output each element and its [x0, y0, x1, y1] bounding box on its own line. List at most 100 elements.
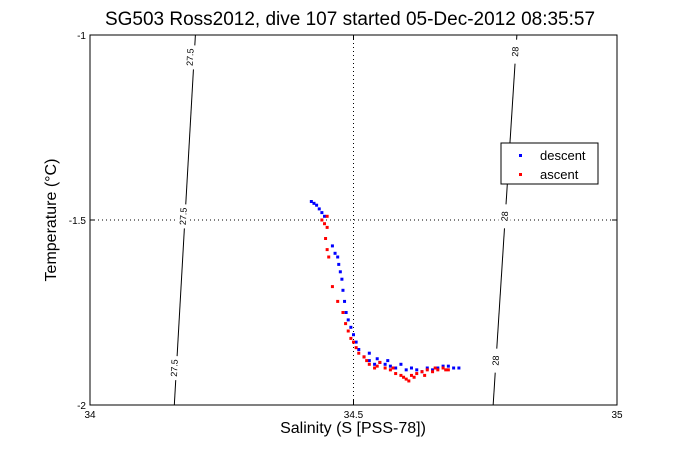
point-ascent: [399, 373, 403, 377]
axis-ticks: 34 34.5 35 -1 -1.5 -2: [69, 31, 623, 421]
point-descent: [333, 251, 337, 255]
density-contours: 27.5 27.5 27.5 28 28 28: [167, 34, 523, 406]
point-descent: [404, 368, 408, 372]
point-ascent: [394, 372, 398, 376]
point-ascent: [441, 366, 445, 370]
point-ascent: [325, 214, 329, 218]
y-axis-label: Temperature (°C): [43, 159, 60, 282]
contour-label-bg: [489, 348, 503, 373]
point-ascent: [362, 355, 366, 359]
point-descent: [357, 348, 361, 351]
point-ascent: [436, 368, 440, 372]
point-ascent: [330, 285, 334, 289]
point-ascent: [415, 372, 419, 376]
point-ascent: [373, 366, 377, 370]
x-tick-label: 34.5: [344, 410, 364, 421]
legend-marker-descent: [519, 154, 522, 157]
legend-label-descent: descent: [540, 148, 586, 163]
point-descent: [431, 368, 435, 372]
point-ascent: [325, 248, 329, 252]
point-ascent: [423, 373, 427, 377]
point-ascent: [357, 351, 361, 355]
x-tick-label: 35: [611, 410, 623, 421]
point-ascent: [402, 375, 406, 379]
point-ascent: [320, 218, 324, 222]
point-descent: [383, 362, 387, 366]
point-ascent: [378, 360, 382, 364]
contour-label: 28: [510, 46, 521, 57]
chart-title: SG503 Ross2012, dive 107 started 05-Dec-…: [105, 9, 595, 30]
point-ascent: [352, 340, 355, 344]
point-ascent: [388, 368, 392, 372]
contour-label-bg: [183, 44, 197, 70]
point-descent: [349, 325, 353, 329]
point-ascent: [407, 379, 411, 383]
point-descent: [388, 364, 392, 368]
contour-label-bg: [167, 355, 181, 381]
point-descent: [338, 270, 342, 274]
x-tick-label: 34: [84, 410, 96, 421]
point-ascent: [323, 222, 327, 226]
point-ascent: [412, 375, 416, 379]
point-descent: [452, 366, 456, 370]
point-descent: [343, 299, 347, 303]
point-descent: [330, 244, 334, 248]
point-descent: [409, 366, 413, 370]
point-descent: [367, 351, 371, 355]
point-ascent: [383, 366, 387, 370]
point-descent: [346, 318, 350, 322]
contour-label: 28: [499, 211, 510, 222]
contour-label: 28: [490, 355, 501, 366]
point-descent: [446, 364, 450, 368]
y-tick-label: -1.5: [69, 216, 87, 227]
point-ascent: [409, 373, 413, 377]
point-descent: [320, 211, 324, 215]
point-descent: [341, 288, 345, 292]
point-ascent: [367, 362, 371, 366]
point-ascent: [325, 225, 329, 229]
point-ascent: [433, 366, 437, 370]
point-descent: [309, 200, 313, 203]
point-descent: [312, 201, 316, 205]
point-descent: [386, 359, 390, 363]
point-ascent: [420, 370, 424, 374]
point-descent: [354, 340, 358, 344]
contour-label: 27.5: [178, 207, 189, 225]
point-ascent: [431, 370, 435, 374]
point-ascent: [327, 255, 331, 259]
point-ascent: [344, 322, 348, 326]
contour-label-bg: [497, 203, 512, 229]
point-descent: [340, 277, 344, 281]
point-ascent: [391, 366, 395, 370]
point-ascent: [336, 299, 340, 303]
point-ascent: [354, 346, 358, 350]
point-descent: [337, 262, 341, 266]
point-ascent: [324, 237, 328, 240]
point-descent: [457, 366, 461, 370]
point-ascent: [341, 311, 345, 314]
point-ascent: [349, 336, 353, 340]
point-ascent: [425, 368, 429, 372]
point-descent: [436, 366, 440, 370]
point-ascent: [404, 377, 408, 381]
contour-label-bg: [508, 39, 523, 65]
point-ascent: [375, 364, 379, 368]
point-descent: [315, 203, 319, 207]
point-descent: [441, 364, 445, 368]
point-descent: [373, 362, 377, 366]
point-descent: [344, 311, 348, 314]
point-descent: [352, 333, 355, 337]
point-descent: [425, 366, 429, 370]
contour-label: 27.5: [185, 48, 196, 66]
legend-marker-ascent: [519, 173, 522, 176]
contour-label: 27.5: [169, 359, 180, 377]
point-ascent: [444, 368, 448, 372]
point-descent: [375, 357, 379, 361]
point-descent: [367, 359, 371, 363]
grid: [90, 35, 617, 405]
point-descent: [323, 214, 327, 218]
legend-box: [500, 142, 599, 185]
data-points: [309, 200, 461, 383]
point-descent: [336, 255, 340, 259]
